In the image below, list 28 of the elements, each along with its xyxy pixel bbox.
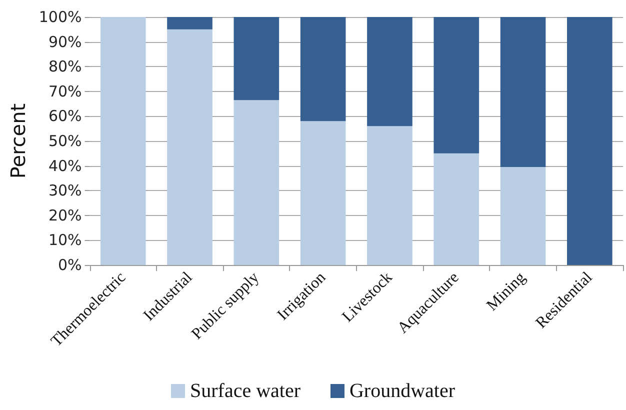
legend-label: Surface water [190,380,301,402]
y-tick-label: 40% [48,156,82,175]
y-tick-label: 90% [48,32,82,51]
y-axis-title: Percent [6,103,30,179]
y-tick-label: 30% [48,182,82,200]
y-tick-label: 70% [48,82,82,100]
bar [367,126,412,265]
y-tick-label: 60% [48,107,82,126]
y-tick-label: 100% [38,8,82,26]
bar [500,167,546,265]
y-tick-label: 80% [48,58,82,76]
bar [567,17,612,265]
y-tick-label: 10% [48,231,82,250]
y-tick-label: 50% [48,132,82,150]
bar [367,17,412,126]
legend-label: Groundwater [349,380,456,402]
y-tick-label: 20% [48,206,82,224]
bar [500,17,546,168]
bar [300,121,346,265]
bar [167,29,212,265]
bar [434,153,480,265]
bar [434,17,480,154]
bar [167,17,212,30]
bar [234,17,280,100]
y-tick-label: 0% [58,256,82,274]
bar [300,17,346,122]
bar [100,17,146,265]
bar [234,100,280,265]
